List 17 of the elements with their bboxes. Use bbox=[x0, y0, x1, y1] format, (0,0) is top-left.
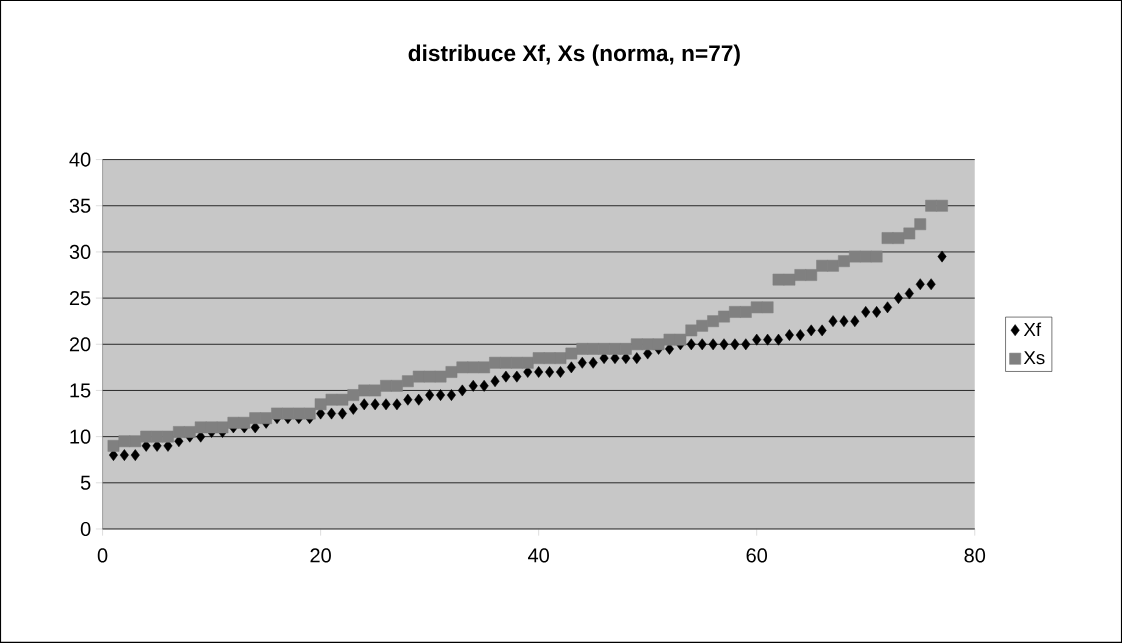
x-tick-label: 40 bbox=[527, 548, 549, 563]
x-tick-label: 20 bbox=[310, 548, 331, 563]
legend-label: Xf bbox=[1023, 322, 1042, 336]
y-tick-label: 20 bbox=[69, 337, 91, 352]
x-tick-label: 80 bbox=[964, 548, 986, 563]
y-tick-label: 25 bbox=[69, 291, 91, 306]
chart-title: distribuce Xf, Xs (norma, n=77) bbox=[408, 44, 740, 66]
y-tick-label: 40 bbox=[69, 152, 91, 167]
x-tick-label: 60 bbox=[746, 548, 768, 563]
y-tick-label: 30 bbox=[69, 244, 91, 260]
x-tick-label: 0 bbox=[97, 548, 108, 563]
y-tick-label: 5 bbox=[80, 475, 91, 490]
y-tick-label: 10 bbox=[70, 429, 91, 444]
y-tick-label: 0 bbox=[80, 521, 91, 537]
legend-label: Xs bbox=[1023, 351, 1045, 365]
y-tick-label: 15 bbox=[70, 383, 91, 398]
y-tick-label: 35 bbox=[69, 198, 91, 213]
